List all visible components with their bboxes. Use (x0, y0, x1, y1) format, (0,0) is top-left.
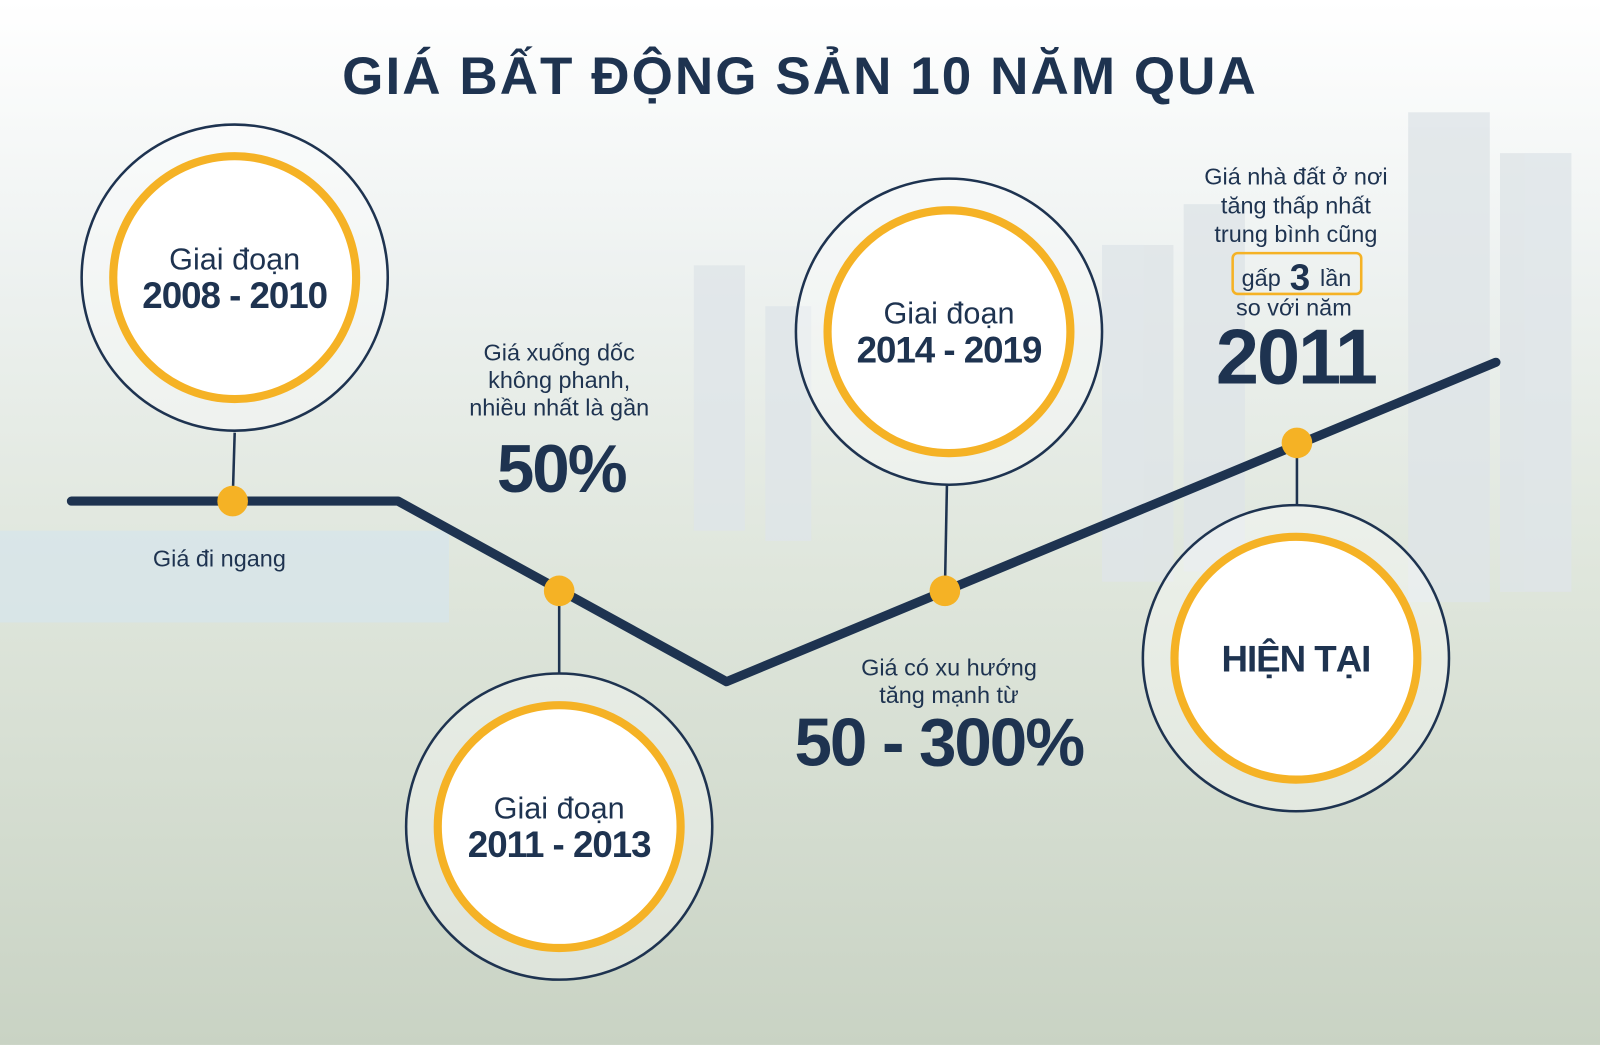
stage-label: Giai đoạn (494, 791, 625, 825)
note: lần (1320, 265, 1351, 291)
note: Giá có xu hướng (861, 655, 1037, 681)
stage-period: 2014 - 2019 (857, 329, 1042, 370)
note: so với năm (1236, 294, 1352, 320)
dots (217, 427, 1313, 607)
note: nhiều nhất là gần (469, 394, 649, 420)
stage-label: Giai đoạn (883, 297, 1014, 331)
stage-period: 2011 - 2013 (468, 824, 651, 865)
note: trung bình cũng (1214, 221, 1377, 247)
river (0, 530, 449, 623)
highlight-box (1231, 251, 1363, 296)
stage-period: HIỆN TẠI (1221, 637, 1370, 679)
note: Giá đi ngang (153, 545, 286, 571)
note: Giá xuống dốc (484, 339, 636, 365)
highlight: 50% (497, 432, 627, 507)
highlight: 50 - 300% (794, 705, 1084, 780)
note: tăng mạnh từ (879, 682, 1019, 708)
stage-period: 2008 - 2010 (142, 275, 327, 316)
inner-ring (1170, 532, 1422, 784)
note: gấp (1242, 265, 1281, 291)
highlight: 2011 (1216, 315, 1376, 401)
inner-ring (823, 206, 1075, 458)
note: Giá nhà đất ở nơi (1204, 164, 1387, 190)
highlight-number: 3 (1290, 257, 1310, 298)
inner-ring (433, 701, 685, 953)
inner-ring (109, 152, 361, 404)
title: GIÁ BẤT ĐỘNG SẢN 10 NĂM QUA (342, 45, 1258, 106)
stage-label: Giai đoạn (169, 242, 300, 276)
note: không phanh, (488, 367, 630, 393)
note: tăng thấp nhất (1221, 192, 1371, 218)
skyline (693, 112, 1572, 603)
